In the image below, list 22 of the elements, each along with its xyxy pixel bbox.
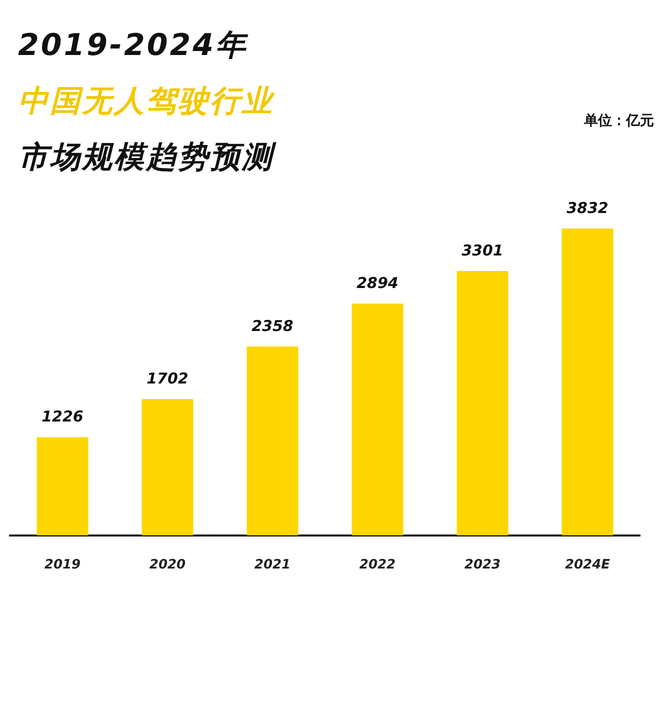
data-label: 3832 — [566, 198, 608, 217]
x-tick-label: 2019 — [44, 558, 81, 573]
x-tick-label: 2024E — [564, 558, 610, 573]
data-label: 2894 — [356, 274, 398, 292]
data-label: 1702 — [146, 369, 188, 388]
bar — [36, 437, 88, 536]
data-label: 2358 — [252, 316, 294, 335]
data-label: 1226 — [42, 408, 84, 426]
x-tick-label: 2021 — [254, 558, 291, 573]
data-label: 3301 — [462, 241, 504, 260]
bar — [246, 346, 298, 536]
text: 单位：亿元 — [584, 112, 654, 130]
x-tick-label: 2020 — [149, 558, 186, 573]
x-tick-label: 2023 — [464, 558, 501, 573]
text: 市场规模趋势预测 — [18, 139, 274, 177]
bar — [456, 270, 508, 536]
bar — [142, 399, 194, 536]
x-tick-label: 2022 — [359, 558, 396, 573]
chart-title: 2019-2024年 — [18, 27, 250, 65]
bar — [352, 304, 404, 536]
bar — [562, 228, 614, 536]
chart-subtitle: 中国无人驾驶行业 — [18, 83, 274, 121]
